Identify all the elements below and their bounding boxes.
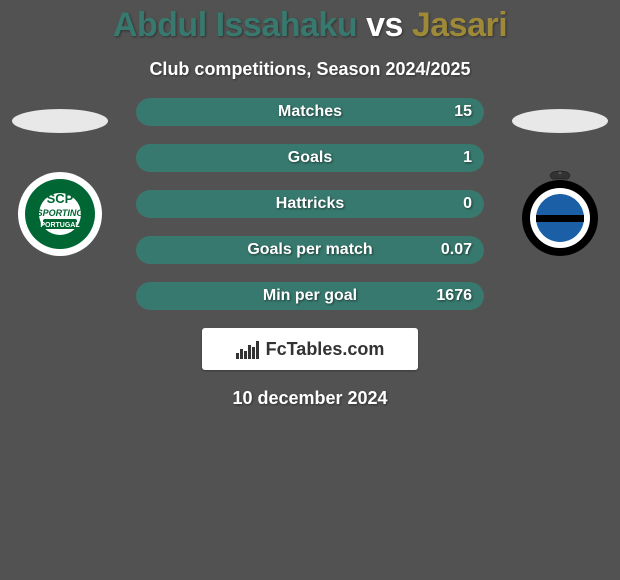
svg-text:SPORTING: SPORTING: [37, 208, 84, 218]
stat-value-right: 0.07: [441, 241, 472, 259]
chart-icon: [236, 339, 260, 359]
subtitle: Club competitions, Season 2024/2025: [0, 59, 620, 80]
stat-bar: Matches 15: [136, 98, 484, 126]
stat-bar: Goals per match 0.07: [136, 236, 484, 264]
stats-list: Matches 15 Goals 1 Hattricks 0 Goals per match…: [112, 98, 508, 310]
page-title: Abdul Issahaku vs Jasari: [0, 6, 620, 45]
branding-text: FcTables.com: [266, 339, 385, 360]
player2-name: Jasari: [412, 6, 507, 44]
stat-bar: Min per goal 1676: [136, 282, 484, 310]
player1-column: SCP SPORTING PORTUGAL: [8, 102, 112, 258]
comparison-card: Abdul Issahaku vs Jasari Club competitio…: [0, 0, 620, 580]
stat-label: Min per goal: [263, 287, 357, 305]
stat-label: Hattricks: [276, 195, 344, 213]
stat-value-right: 15: [454, 103, 472, 121]
stat-label: Goals per match: [247, 241, 372, 259]
player2-silhouette: [508, 102, 612, 140]
svg-text:PORTUGAL: PORTUGAL: [40, 222, 80, 229]
stat-bar: Hattricks 0: [136, 190, 484, 218]
stat-value-right: 1: [463, 149, 472, 167]
stat-label: Matches: [278, 103, 342, 121]
main-row: SCP SPORTING PORTUGAL Matches 15 Goals 1 Hat…: [0, 102, 620, 310]
player1-name: Abdul Issahaku: [113, 6, 357, 44]
stat-value-right: 1676: [436, 287, 472, 305]
stat-label: Goals: [288, 149, 332, 167]
player1-crest: SCP SPORTING PORTUGAL: [16, 170, 104, 258]
svg-text:SCP: SCP: [47, 191, 74, 206]
player1-silhouette: [8, 102, 112, 140]
date-text: 10 december 2024: [0, 388, 620, 409]
player2-crest: • CLUB BRUGGE •: [516, 170, 604, 258]
player2-column: • CLUB BRUGGE •: [508, 102, 612, 258]
stat-value-right: 0: [463, 195, 472, 213]
stat-bar: Goals 1: [136, 144, 484, 172]
vs-text: vs: [366, 6, 403, 44]
branding-badge: FcTables.com: [202, 328, 418, 370]
